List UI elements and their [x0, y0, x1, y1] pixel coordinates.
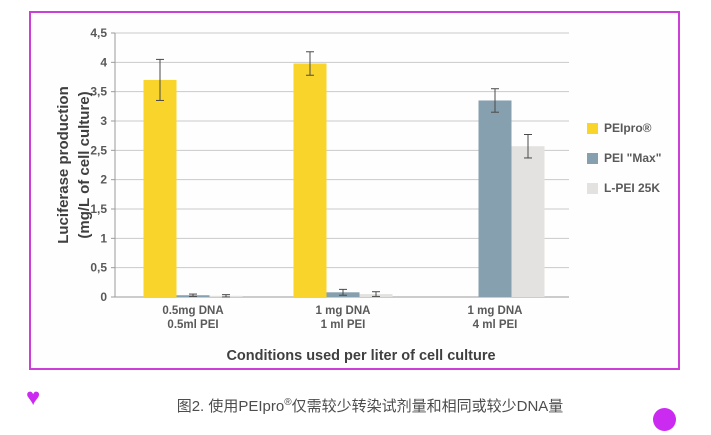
y-tick-label: 4,5 — [90, 26, 107, 40]
caption-registered-sup: ® — [284, 397, 292, 408]
legend-swatch-lpei-25k — [587, 182, 598, 194]
legend: PEIpro® PEI "Max" L-PEI 25K — [587, 121, 661, 211]
bar-series1-group2 — [478, 100, 512, 297]
legend-label-lpei-25k: L-PEI 25K — [604, 181, 661, 195]
legend-label-pei-max: PEI "Max" — [604, 151, 662, 165]
x-category-label: 1 mg DNA 4 ml PEI — [468, 305, 523, 331]
y-tick-label: 3 — [100, 114, 107, 128]
y-tick-label: 1,5 — [90, 202, 107, 216]
y-tick-label: 3,5 — [90, 85, 107, 99]
legend-swatch-pei-max — [587, 152, 598, 164]
y-tick-label: 2 — [100, 173, 107, 187]
legend-item-peipro: PEIpro® — [587, 121, 661, 135]
bar-series0-group0 — [143, 79, 177, 297]
caption-suffix: 仅需较少转染试剂量和相同或较少DNA量 — [291, 398, 564, 415]
y-tick-label: 0 — [100, 290, 107, 304]
figure-image: 0 0,5 1 1,5 2 2,5 3 3,5 4 4,5 0.5mg DNA 0.5ml PEI 1 … — [29, 11, 680, 370]
x-category-label: 0.5mg DNA 0.5ml PEI — [162, 305, 223, 331]
y-tick-label: 1 — [100, 231, 107, 245]
y-axis-title-line2: (mg/L of cell culture) — [76, 91, 93, 239]
bar-series0-group1 — [293, 63, 327, 297]
dot-decoration — [653, 408, 676, 431]
bar-chart: 0 0,5 1 1,5 2 2,5 3 3,5 4 4,5 0.5mg DNA 0.5ml PEI 1 … — [90, 26, 569, 364]
y-axis-title-line1: Luciferase production — [55, 86, 72, 244]
heart-icon: ♥ — [26, 384, 41, 411]
x-category-label: 1 mg DNA 1 ml PEI — [316, 305, 371, 331]
y-axis-title: Luciferase production (mg/L of cell cult… — [53, 45, 97, 285]
y-tick-label: 0,5 — [90, 261, 107, 275]
figure-caption: 图2. 使用PEIpro®仅需较少转染试剂量和相同或较少DNA量 — [30, 395, 710, 416]
y-tick-label: 4 — [100, 55, 107, 69]
legend-item-pei-max: PEI "Max" — [587, 151, 661, 165]
legend-label-peipro: PEIpro® — [604, 121, 652, 135]
legend-item-lpei-25k: L-PEI 25K — [587, 181, 661, 195]
caption-prefix: 图2. 使用PEIpro — [176, 398, 285, 415]
y-tick-label: 2,5 — [90, 143, 107, 157]
bar-series2-group2 — [511, 146, 545, 297]
x-axis-title: Conditions used per liter of cell cultur… — [226, 348, 495, 364]
legend-swatch-peipro — [587, 122, 598, 134]
